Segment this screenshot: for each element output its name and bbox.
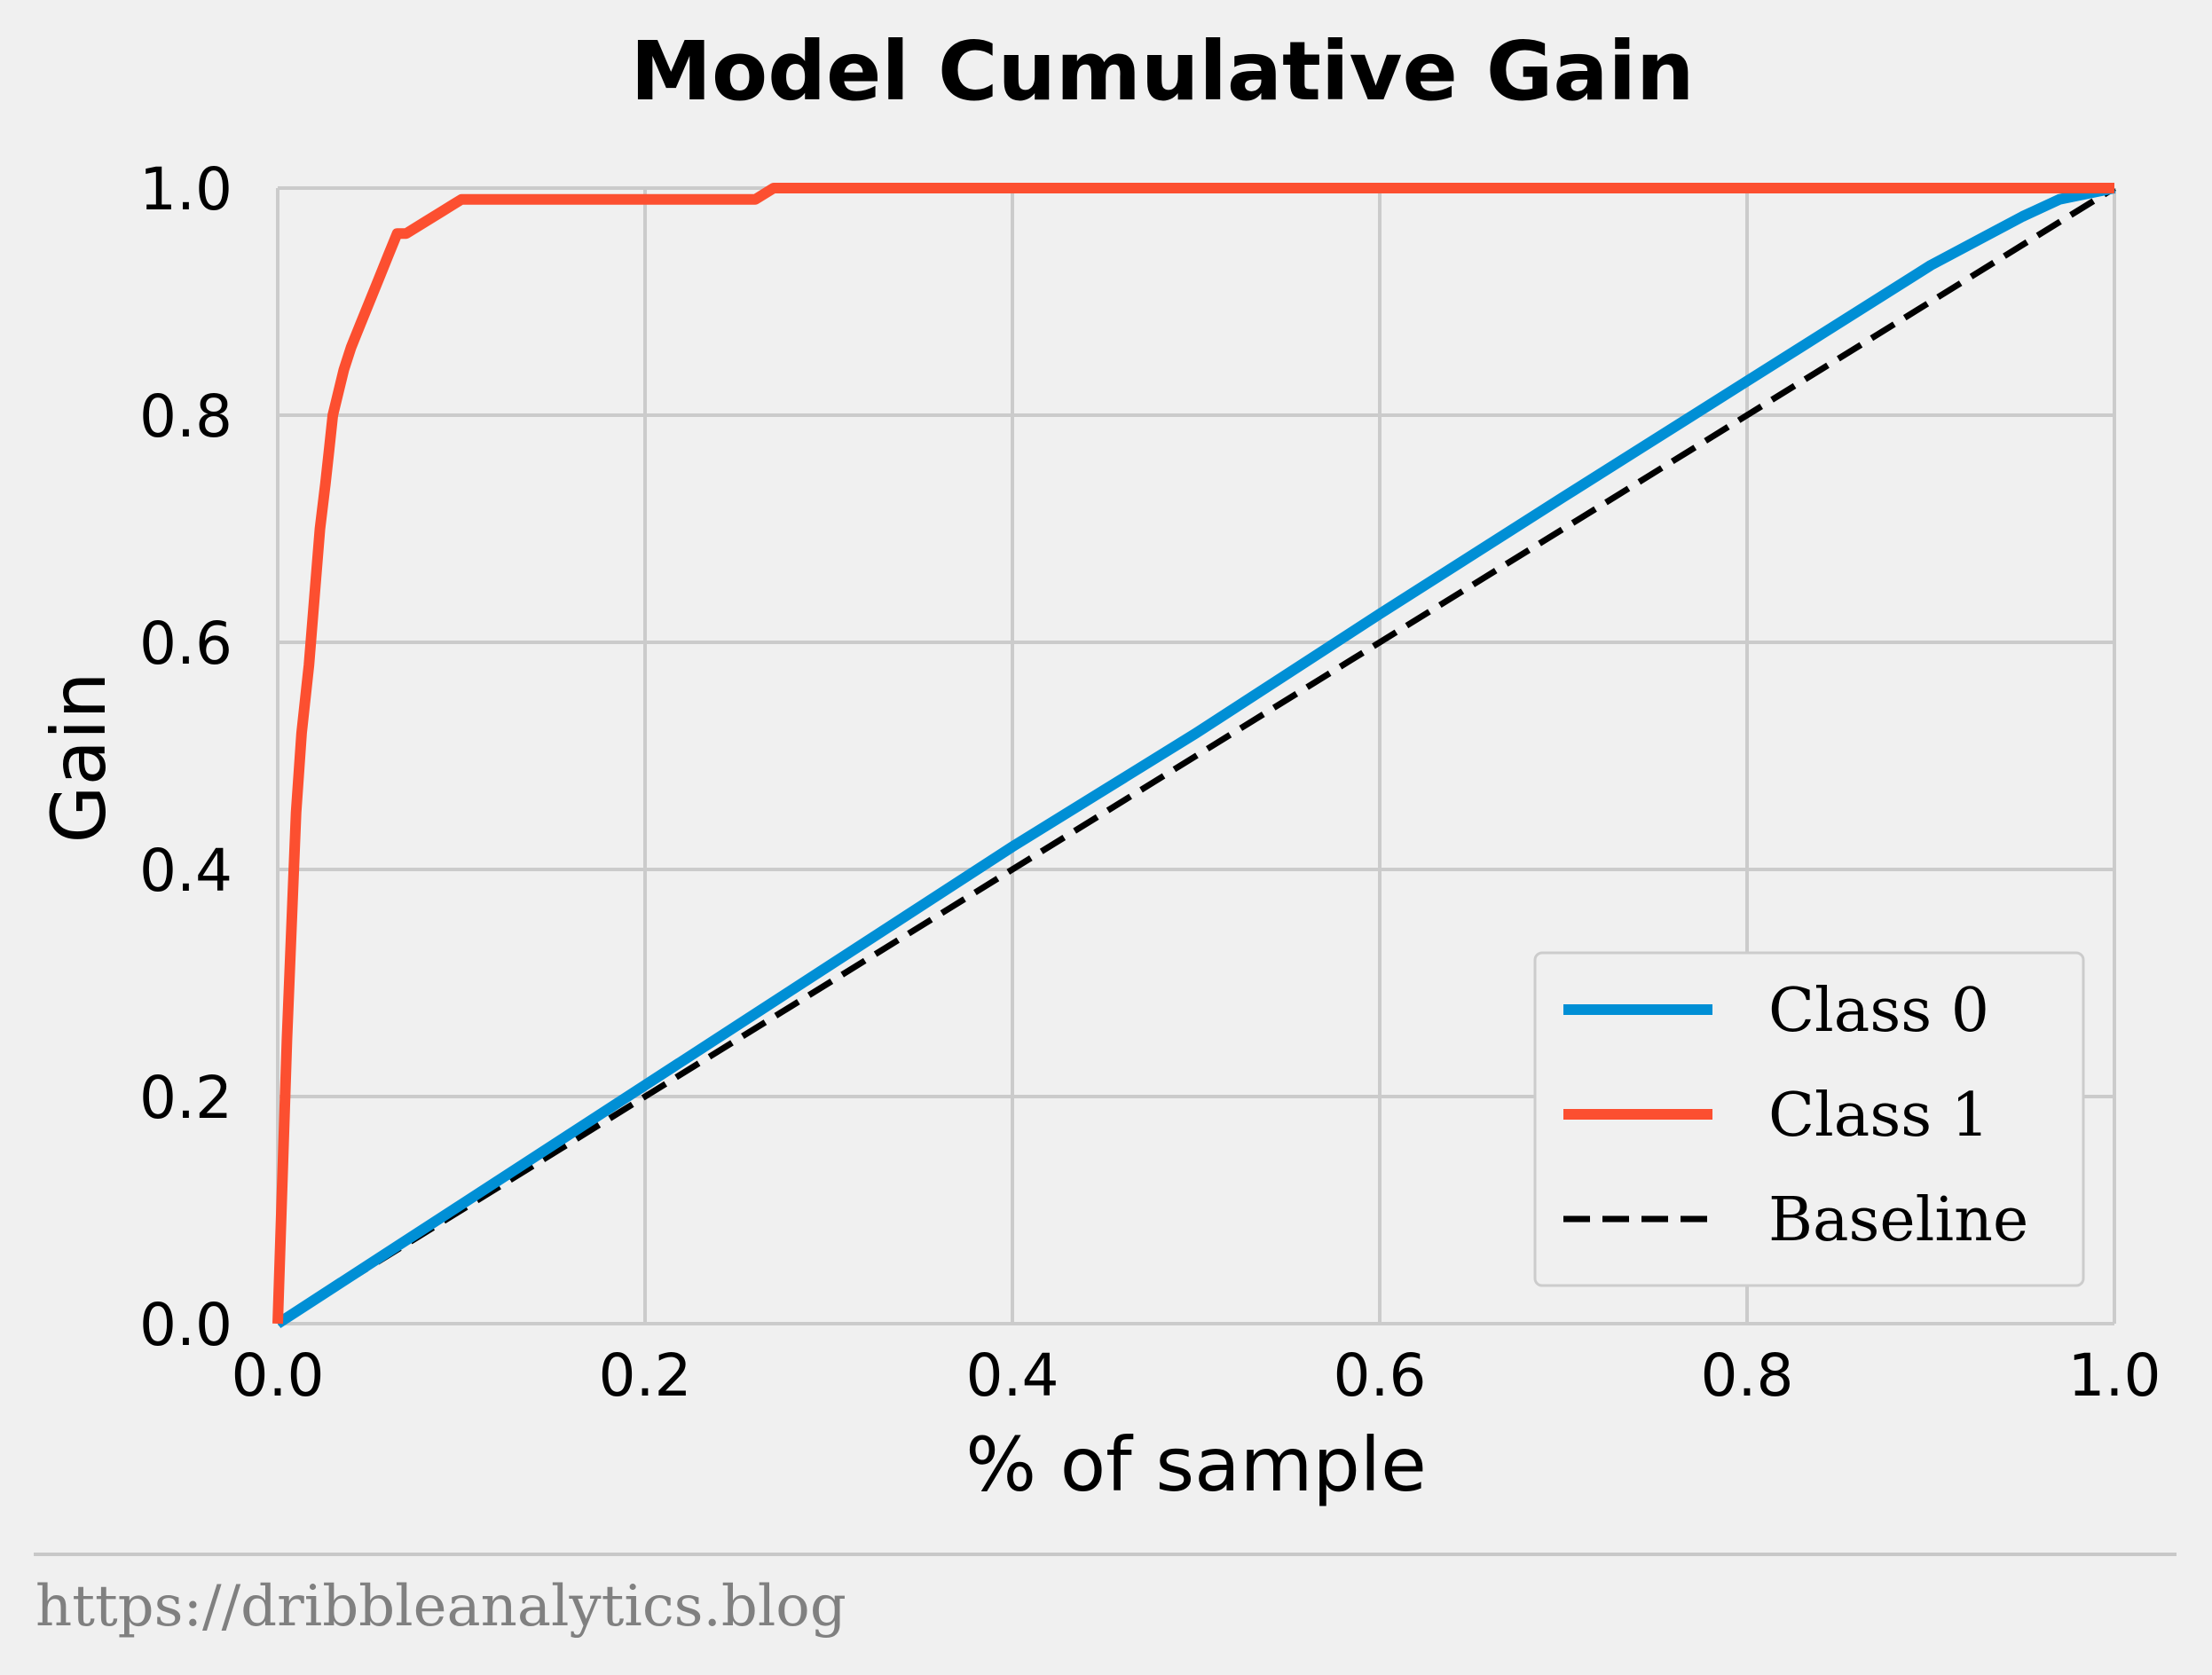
x-tick-label: 0.0 (232, 1341, 325, 1410)
y-tick-label: 1.0 (139, 155, 232, 224)
series-line-class-0 (274, 183, 2116, 1329)
series-line-baseline (276, 185, 2116, 1326)
x-tick-label: 0.4 (966, 1341, 1059, 1410)
legend-label: Class 0 (1768, 976, 1989, 1046)
y-tick-label: 0.0 (139, 1291, 232, 1359)
grid (276, 186, 2116, 1325)
x-tick-label: 0.6 (1334, 1341, 1427, 1410)
legend-box (1533, 951, 2085, 1287)
x-tick-label: 0.8 (1701, 1341, 1794, 1410)
series-lines (272, 183, 2116, 1329)
x-axis-label: % of sample (965, 1421, 1427, 1508)
x-tick-labels: 0.0 0.2 0.4 0.6 0.8 1.0 (232, 1341, 2161, 1410)
x-tick-label: 1.0 (2068, 1341, 2161, 1410)
y-tick-label: 0.6 (139, 609, 232, 678)
legend: Class 0 Class 1 Baseline (1533, 951, 2085, 1287)
series-line-class-1 (272, 183, 2114, 1325)
y-tick-labels: 0.0 0.2 0.4 0.6 0.8 1.0 (139, 155, 232, 1359)
chart-title: Model Cumulative Gain (630, 24, 1694, 119)
legend-label: Baseline (1768, 1185, 2028, 1255)
y-tick-label: 0.8 (139, 382, 232, 451)
y-axis-label: Gain (35, 672, 122, 843)
legend-label: Class 1 (1768, 1081, 1989, 1151)
footer-source: https://dribbleanalytics.blog (35, 1574, 846, 1640)
x-tick-label: 0.2 (599, 1341, 692, 1410)
y-tick-label: 0.4 (139, 837, 232, 905)
y-tick-label: 0.2 (139, 1064, 232, 1132)
